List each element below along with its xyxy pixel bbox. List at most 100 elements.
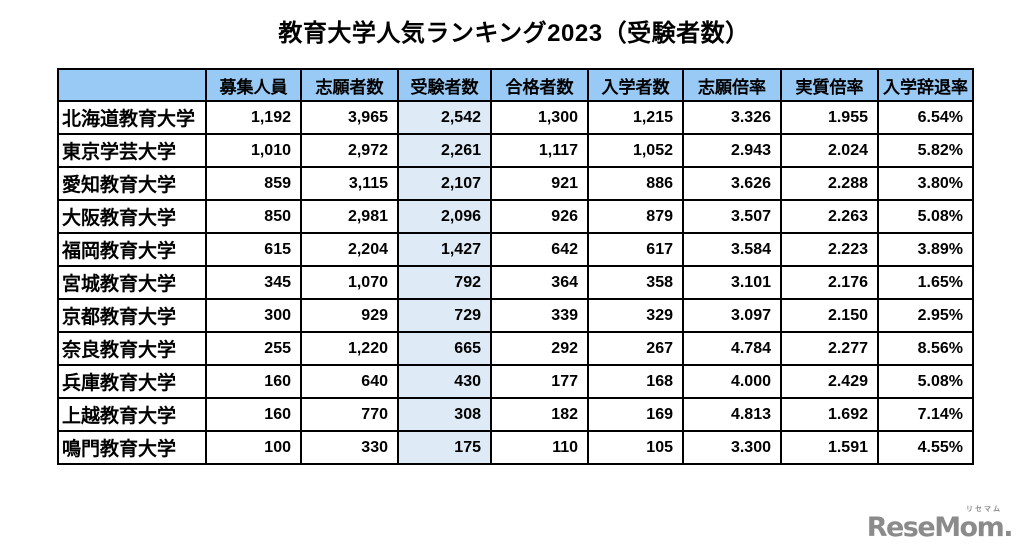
value-cell: 169 (587, 397, 684, 432)
value-cell: 3,965 (300, 100, 399, 135)
university-name-cell: 東京学芸大学 (57, 133, 207, 168)
value-cell: 642 (490, 232, 589, 267)
value-cell: 1.65% (877, 265, 974, 300)
value-cell: 2.263 (780, 199, 879, 234)
table-header: 募集人員 志願者数 受験者数 合格者数 入学者数 志願倍率 実質倍率 入学辞退率 (57, 68, 974, 102)
page-title: 教育大学人気ランキング2023（受験者数） (278, 20, 750, 47)
value-cell: 1,300 (490, 100, 589, 135)
value-cell: 364 (490, 265, 589, 300)
corner-header-cell (57, 68, 207, 102)
value-cell: 8.56% (877, 331, 974, 366)
value-cell: 3.097 (682, 298, 782, 333)
value-cell: 4.784 (682, 331, 782, 366)
value-cell: 770 (300, 397, 399, 432)
table-row: 上越教育大学 160 770 308 182 169 4.813 1.692 7.14% (57, 397, 974, 432)
university-name-cell: 上越教育大学 (57, 397, 207, 432)
value-cell: 2,096 (397, 199, 492, 234)
column-header: 合格者数 (490, 68, 589, 102)
university-name-cell: 奈良教育大学 (57, 331, 207, 366)
value-cell: 1.692 (780, 397, 879, 432)
value-cell: 1.955 (780, 100, 879, 135)
value-cell: 1,052 (587, 133, 684, 168)
value-cell: 358 (587, 265, 684, 300)
value-cell: 182 (490, 397, 589, 432)
value-cell: 1,215 (587, 100, 684, 135)
value-cell: 1.591 (780, 430, 879, 465)
value-cell: 729 (397, 298, 492, 333)
value-cell: 2.288 (780, 166, 879, 201)
table-row: 奈良教育大学 255 1,220 665 292 267 4.784 2.277 8.56% (57, 331, 974, 366)
value-cell: 879 (587, 199, 684, 234)
university-name-cell: 大阪教育大学 (57, 199, 207, 234)
value-cell: 1,192 (205, 100, 302, 135)
university-name-cell: 北海道教育大学 (57, 100, 207, 135)
table-row: 宮城教育大学 345 1,070 792 364 358 3.101 2.176 1.65% (57, 265, 974, 300)
value-cell: 3.507 (682, 199, 782, 234)
value-cell: 330 (300, 430, 399, 465)
value-cell: 2,204 (300, 232, 399, 267)
value-cell: 5.82% (877, 133, 974, 168)
value-cell: 4.813 (682, 397, 782, 432)
value-cell: 3.326 (682, 100, 782, 135)
value-cell: 175 (397, 430, 492, 465)
value-cell: 2.943 (682, 133, 782, 168)
value-cell: 921 (490, 166, 589, 201)
value-cell: 850 (205, 199, 302, 234)
value-cell: 3,115 (300, 166, 399, 201)
value-cell: 2.024 (780, 133, 879, 168)
value-cell: 792 (397, 265, 492, 300)
column-header: 受験者数 (397, 68, 492, 102)
column-header: 志願者数 (300, 68, 399, 102)
value-cell: 2.277 (780, 331, 879, 366)
university-name-cell: 福岡教育大学 (57, 232, 207, 267)
value-cell: 2,542 (397, 100, 492, 135)
value-cell: 267 (587, 331, 684, 366)
value-cell: 255 (205, 331, 302, 366)
value-cell: 3.626 (682, 166, 782, 201)
value-cell: 615 (205, 232, 302, 267)
table-row: 愛知教育大学 859 3,115 2,107 921 886 3.626 2.288 3.80% (57, 166, 974, 201)
university-name-cell: 京都教育大学 (57, 298, 207, 333)
value-cell: 2.223 (780, 232, 879, 267)
value-cell: 640 (300, 364, 399, 399)
university-name-cell: 兵庫教育大学 (57, 364, 207, 399)
value-cell: 3.300 (682, 430, 782, 465)
value-cell: 3.89% (877, 232, 974, 267)
value-cell: 2.429 (780, 364, 879, 399)
value-cell: 2,972 (300, 133, 399, 168)
value-cell: 2.95% (877, 298, 974, 333)
value-cell: 7.14% (877, 397, 974, 432)
value-cell: 5.08% (877, 364, 974, 399)
value-cell: 3.101 (682, 265, 782, 300)
table-row: 大阪教育大学 850 2,981 2,096 926 879 3.507 2.263 5.08% (57, 199, 974, 234)
resemom-logo-text: ReseMom. (866, 512, 1014, 543)
value-cell: 1,220 (300, 331, 399, 366)
value-cell: 2.176 (780, 265, 879, 300)
table-row: 東京学芸大学 1,010 2,972 2,261 1,117 1,052 2.943 2.02… (57, 133, 974, 168)
ranking-table: 募集人員 志願者数 受験者数 合格者数 入学者数 志願倍率 実質倍率 入学辞退率 北海道教育大… (57, 68, 974, 465)
value-cell: 292 (490, 331, 589, 366)
university-name-cell: 宮城教育大学 (57, 265, 207, 300)
table-row: 京都教育大学 300 929 729 339 329 3.097 2.150 2.95% (57, 298, 974, 333)
value-cell: 329 (587, 298, 684, 333)
value-cell: 177 (490, 364, 589, 399)
value-cell: 5.08% (877, 199, 974, 234)
value-cell: 4.55% (877, 430, 974, 465)
value-cell: 1,427 (397, 232, 492, 267)
value-cell: 1,010 (205, 133, 302, 168)
value-cell: 886 (587, 166, 684, 201)
value-cell: 160 (205, 397, 302, 432)
value-cell: 2,261 (397, 133, 492, 168)
value-cell: 1,070 (300, 265, 399, 300)
column-header: 志願倍率 (682, 68, 782, 102)
header-row: 募集人員 志願者数 受験者数 合格者数 入学者数 志願倍率 実質倍率 入学辞退率 (57, 68, 974, 102)
table-body: 北海道教育大学 1,192 3,965 2,542 1,300 1,215 3.326 1.9… (57, 100, 974, 465)
column-header: 入学辞退率 (877, 68, 974, 102)
value-cell: 110 (490, 430, 589, 465)
university-name-cell: 愛知教育大学 (57, 166, 207, 201)
value-cell: 859 (205, 166, 302, 201)
value-cell: 3.584 (682, 232, 782, 267)
value-cell: 2.150 (780, 298, 879, 333)
value-cell: 300 (205, 298, 302, 333)
column-header: 募集人員 (205, 68, 302, 102)
